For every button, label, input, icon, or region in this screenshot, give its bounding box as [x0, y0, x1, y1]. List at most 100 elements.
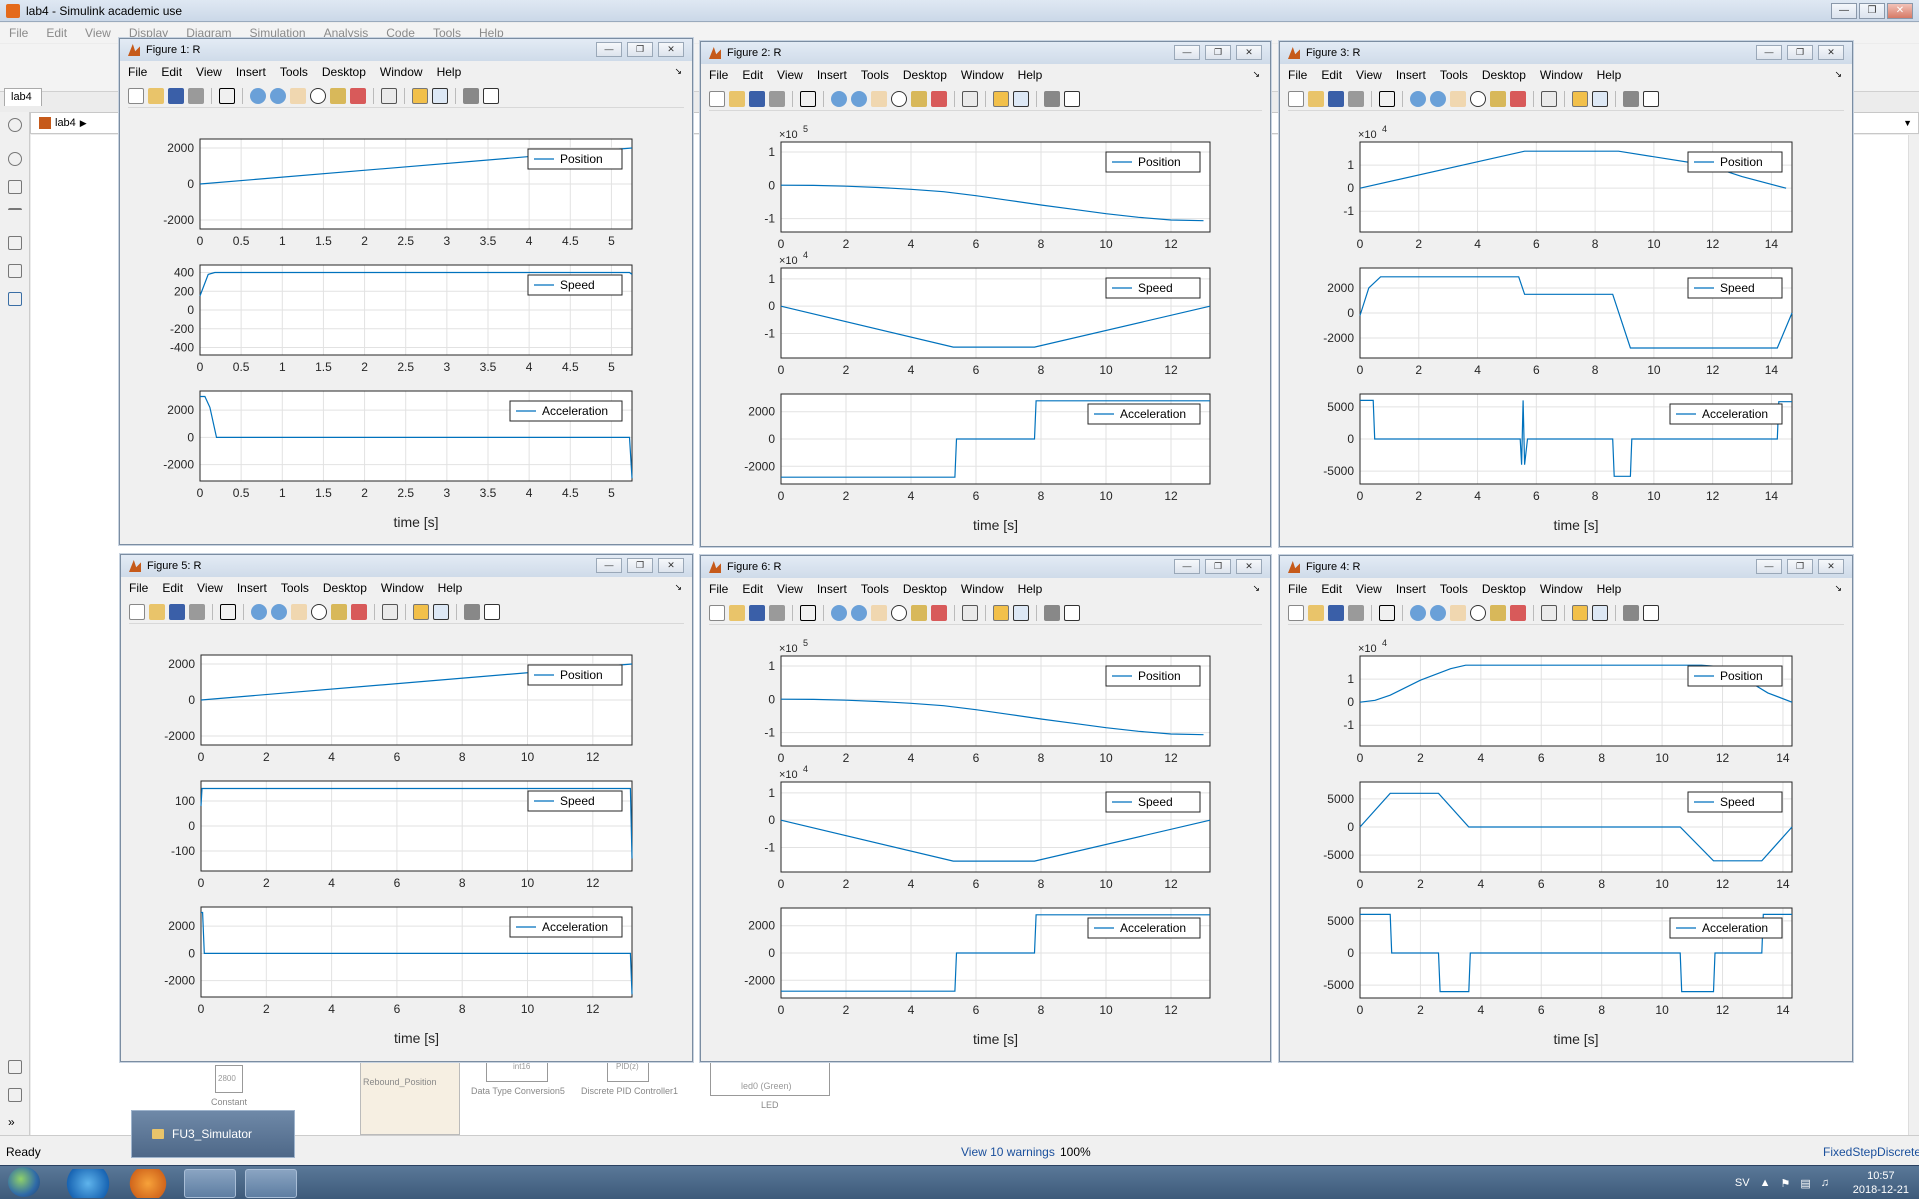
figure-menu-desktop[interactable]: Desktop — [322, 581, 367, 595]
hide-tools-icon[interactable] — [464, 603, 480, 620]
new-figure-icon[interactable] — [709, 90, 725, 107]
zoom-in-icon[interactable] — [831, 90, 847, 107]
figure-minimize-button[interactable]: — — [1174, 559, 1200, 574]
figure-menu-tools[interactable]: Tools — [279, 65, 308, 79]
print-icon[interactable] — [769, 604, 785, 621]
axes-acceleration[interactable]: 0 2 4 6 8 10 12 2000 0 -2000 Acceleration — [744, 393, 1211, 503]
show-tools-icon[interactable] — [1064, 90, 1080, 107]
dock-arrow-icon[interactable]: ↘ — [1252, 69, 1260, 79]
axes-speed[interactable]: 0 0.5 1 1.5 2 2.5 3 3.5 4 4.5 5 400 200 0 -200 -400 Spee… — [170, 264, 633, 374]
figure-menu-view[interactable]: View — [197, 581, 223, 595]
figure-menu-window[interactable]: Window — [1539, 68, 1583, 82]
fit-view-icon[interactable] — [8, 180, 22, 194]
figure-window-3[interactable]: Figure 3: R — ❐ ✕ File Edit View Insert Tools Des… — [1279, 41, 1853, 547]
hide-tools-icon[interactable] — [1044, 90, 1060, 107]
pan-icon[interactable] — [291, 603, 307, 620]
figure-menu-tools[interactable]: Tools — [860, 68, 889, 82]
legend-icon[interactable] — [432, 87, 448, 104]
figure-menu-file[interactable]: File — [1288, 68, 1308, 82]
vertical-scrollbar[interactable] — [1908, 135, 1919, 1135]
warnings-link[interactable]: View 10 warnings — [961, 1145, 1055, 1159]
dock-arrow-icon[interactable]: ↘ — [674, 582, 682, 592]
figure-menu-window[interactable]: Window — [960, 68, 1004, 82]
axes-acceleration[interactable]: 0 2 4 6 8 10 12 2000 0 -2000 Acceleration — [744, 907, 1211, 1017]
menu-help[interactable]: Help — [478, 26, 504, 40]
pan-icon[interactable] — [1450, 90, 1466, 107]
zoom-out-icon[interactable] — [270, 87, 286, 104]
colorbar-icon[interactable] — [412, 87, 428, 104]
figure-menu-file[interactable]: File — [1288, 582, 1308, 596]
dock-arrow-icon[interactable]: ↘ — [1834, 583, 1842, 593]
figure-menu-view[interactable]: View — [1356, 582, 1382, 596]
solver-link[interactable]: FixedStepDiscrete — [1823, 1145, 1919, 1159]
figure-close-button[interactable]: ✕ — [658, 558, 684, 573]
open-file-icon[interactable] — [729, 604, 745, 621]
brush-icon[interactable] — [1510, 90, 1526, 107]
figure-close-button[interactable]: ✕ — [1818, 45, 1844, 60]
print-icon[interactable] — [188, 87, 204, 104]
link-plot-icon[interactable] — [1541, 604, 1557, 621]
data-cursor-icon[interactable] — [911, 90, 927, 107]
hide-tools-icon[interactable] — [1044, 604, 1060, 621]
figure-menu-insert[interactable]: Insert — [1395, 582, 1426, 596]
show-tools-icon[interactable] — [1643, 90, 1659, 107]
arrow-icon[interactable] — [8, 208, 22, 222]
pointer-icon[interactable] — [1379, 90, 1395, 107]
axes-speed[interactable]: 0 2 4 6 8 10 12 14 2000 0 -2000 Speed — [1323, 267, 1793, 377]
menu-edit[interactable]: Edit — [46, 26, 68, 40]
flag-icon[interactable]: ⚑ — [1780, 1177, 1791, 1190]
pid-controller-block[interactable]: PID(z) — [607, 1060, 649, 1082]
dock-arrow-icon[interactable]: ↘ — [1252, 583, 1260, 593]
pointer-icon[interactable] — [800, 90, 816, 107]
zoom-in-icon[interactable] — [831, 604, 847, 621]
open-file-icon[interactable] — [148, 87, 164, 104]
annotation-icon[interactable] — [8, 236, 22, 250]
figure-menu-desktop[interactable]: Desktop — [321, 65, 366, 79]
print-icon[interactable] — [189, 603, 205, 620]
network-icon[interactable]: ▤ — [1800, 1177, 1811, 1190]
constant-block[interactable]: 2800 — [215, 1065, 243, 1093]
figure-menu-edit[interactable]: Edit — [1321, 582, 1343, 596]
rotate-icon[interactable] — [891, 604, 907, 621]
breadcrumb[interactable]: lab4 — [55, 117, 76, 129]
menu-tools[interactable]: Tools — [432, 26, 461, 40]
figure-menu-edit[interactable]: Edit — [1321, 68, 1343, 82]
link-plot-icon[interactable] — [962, 90, 978, 107]
figure-minimize-button[interactable]: — — [1756, 45, 1782, 60]
axes-acceleration[interactable]: 0 0.5 1 1.5 2 2.5 3 3.5 4 4.5 520000-2000Accelerat… — [163, 390, 633, 500]
internet-explorer-icon[interactable] — [62, 1169, 114, 1198]
new-figure-icon[interactable] — [709, 604, 725, 621]
data-type-conversion-block[interactable]: int16 — [486, 1060, 548, 1082]
figure-window-4[interactable]: Figure 4: R — ❐ ✕ File Edit View Insert Tools Des… — [1279, 555, 1853, 1062]
figure-minimize-button[interactable]: — — [1174, 45, 1200, 60]
figure-menu-desktop[interactable]: Desktop — [902, 68, 947, 82]
figure-menu-view[interactable]: View — [1356, 68, 1382, 82]
figure-menu-help[interactable]: Help — [1596, 582, 1622, 596]
figure-menu-edit[interactable]: Edit — [742, 68, 764, 82]
figure-menu-insert[interactable]: Insert — [235, 65, 266, 79]
figure-minimize-button[interactable]: — — [596, 42, 622, 57]
rotate-icon[interactable] — [311, 603, 327, 620]
figure-menu-insert[interactable]: Insert — [1395, 68, 1426, 82]
colorbar-icon[interactable] — [1572, 90, 1588, 107]
rotate-icon[interactable] — [891, 90, 907, 107]
volume-icon[interactable]: ♫ — [1820, 1177, 1829, 1189]
menu-display[interactable]: Display — [128, 26, 169, 40]
print-icon[interactable] — [1348, 604, 1364, 621]
legend-icon[interactable] — [433, 603, 449, 620]
figure-menu-desktop[interactable]: Desktop — [1481, 68, 1526, 82]
save-icon[interactable] — [1328, 604, 1344, 621]
tray-up-arrow-icon[interactable]: ▲ — [1759, 1177, 1771, 1189]
led-block[interactable]: led0 (Green) — [710, 1060, 830, 1096]
legend-icon[interactable] — [1592, 90, 1608, 107]
colorbar-icon[interactable] — [413, 603, 429, 620]
new-figure-icon[interactable] — [1288, 90, 1304, 107]
start-button[interactable] — [8, 1167, 40, 1197]
zoom-out-icon[interactable] — [271, 603, 287, 620]
axes-speed[interactable]: 0 2 4 6 8 10 12 14 5000 0 -5000 Speed — [1323, 781, 1793, 891]
zoom-in-icon[interactable] — [250, 87, 266, 104]
